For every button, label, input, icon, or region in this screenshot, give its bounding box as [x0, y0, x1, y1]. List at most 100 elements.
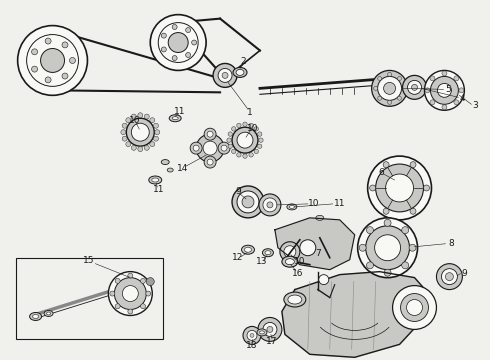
Circle shape [423, 185, 429, 191]
Circle shape [259, 138, 263, 142]
Circle shape [237, 153, 241, 157]
Circle shape [144, 145, 149, 150]
Text: 18: 18 [246, 341, 258, 350]
Circle shape [242, 196, 254, 208]
Circle shape [454, 76, 459, 81]
Ellipse shape [287, 204, 297, 210]
Circle shape [203, 141, 217, 155]
Circle shape [150, 118, 155, 123]
Circle shape [41, 49, 65, 72]
Circle shape [249, 123, 253, 128]
Circle shape [204, 156, 216, 168]
Ellipse shape [260, 331, 265, 334]
Circle shape [358, 218, 417, 278]
Circle shape [384, 219, 391, 226]
Circle shape [122, 123, 127, 128]
Circle shape [258, 132, 262, 136]
Circle shape [243, 327, 261, 345]
Ellipse shape [245, 247, 251, 252]
Ellipse shape [47, 312, 50, 315]
Ellipse shape [169, 115, 181, 122]
Circle shape [126, 118, 154, 146]
Circle shape [45, 77, 51, 83]
Circle shape [146, 291, 151, 296]
Polygon shape [282, 272, 429, 357]
Ellipse shape [167, 168, 173, 172]
Circle shape [237, 191, 259, 213]
Circle shape [26, 35, 78, 86]
Circle shape [228, 132, 232, 136]
Ellipse shape [288, 295, 302, 304]
Ellipse shape [44, 310, 53, 316]
Text: 1: 1 [247, 108, 253, 117]
Circle shape [131, 114, 136, 119]
Circle shape [218, 68, 232, 82]
Circle shape [192, 40, 196, 45]
Circle shape [231, 149, 236, 154]
Text: 5: 5 [445, 85, 451, 94]
Circle shape [388, 100, 392, 104]
Polygon shape [275, 218, 355, 270]
Text: 3: 3 [472, 101, 478, 110]
Circle shape [284, 246, 296, 258]
Circle shape [31, 66, 38, 72]
Ellipse shape [152, 178, 159, 182]
Ellipse shape [282, 256, 298, 267]
Text: 8: 8 [448, 239, 454, 248]
Circle shape [221, 145, 227, 151]
Circle shape [237, 132, 253, 148]
Ellipse shape [172, 117, 178, 120]
Circle shape [128, 273, 133, 278]
Circle shape [424, 71, 465, 110]
Circle shape [237, 123, 241, 128]
Ellipse shape [263, 249, 273, 257]
Circle shape [122, 285, 138, 302]
Circle shape [400, 293, 428, 321]
Circle shape [186, 53, 191, 58]
Circle shape [115, 278, 120, 283]
Circle shape [31, 49, 38, 55]
Circle shape [409, 244, 416, 251]
Ellipse shape [285, 259, 294, 265]
Circle shape [249, 153, 253, 157]
Circle shape [397, 77, 401, 81]
Circle shape [369, 185, 376, 191]
Circle shape [138, 113, 143, 118]
Ellipse shape [316, 215, 324, 220]
Circle shape [431, 76, 458, 104]
Text: 9: 9 [462, 269, 467, 278]
Circle shape [70, 58, 75, 63]
Text: 16: 16 [292, 269, 304, 278]
Ellipse shape [236, 69, 244, 75]
Circle shape [193, 145, 199, 151]
Circle shape [232, 127, 258, 153]
Circle shape [386, 174, 414, 202]
Circle shape [126, 142, 131, 147]
Circle shape [196, 134, 224, 162]
Circle shape [144, 114, 149, 119]
Circle shape [153, 136, 158, 141]
Circle shape [122, 136, 127, 141]
Circle shape [442, 71, 447, 76]
Circle shape [383, 208, 389, 214]
Text: 10: 10 [308, 199, 319, 208]
Circle shape [114, 278, 147, 310]
Ellipse shape [233, 67, 247, 77]
Circle shape [410, 208, 416, 214]
Circle shape [141, 278, 146, 283]
Bar [16, 258, 163, 339]
Circle shape [150, 142, 155, 147]
Circle shape [445, 273, 453, 280]
Circle shape [454, 100, 459, 105]
Circle shape [407, 300, 422, 315]
Circle shape [172, 24, 177, 30]
Circle shape [207, 131, 213, 137]
Circle shape [401, 86, 406, 90]
Circle shape [371, 71, 408, 106]
Circle shape [402, 227, 409, 234]
Circle shape [218, 142, 230, 154]
Ellipse shape [33, 315, 39, 319]
Circle shape [359, 244, 366, 251]
Circle shape [383, 162, 389, 168]
Text: 15: 15 [83, 256, 94, 265]
